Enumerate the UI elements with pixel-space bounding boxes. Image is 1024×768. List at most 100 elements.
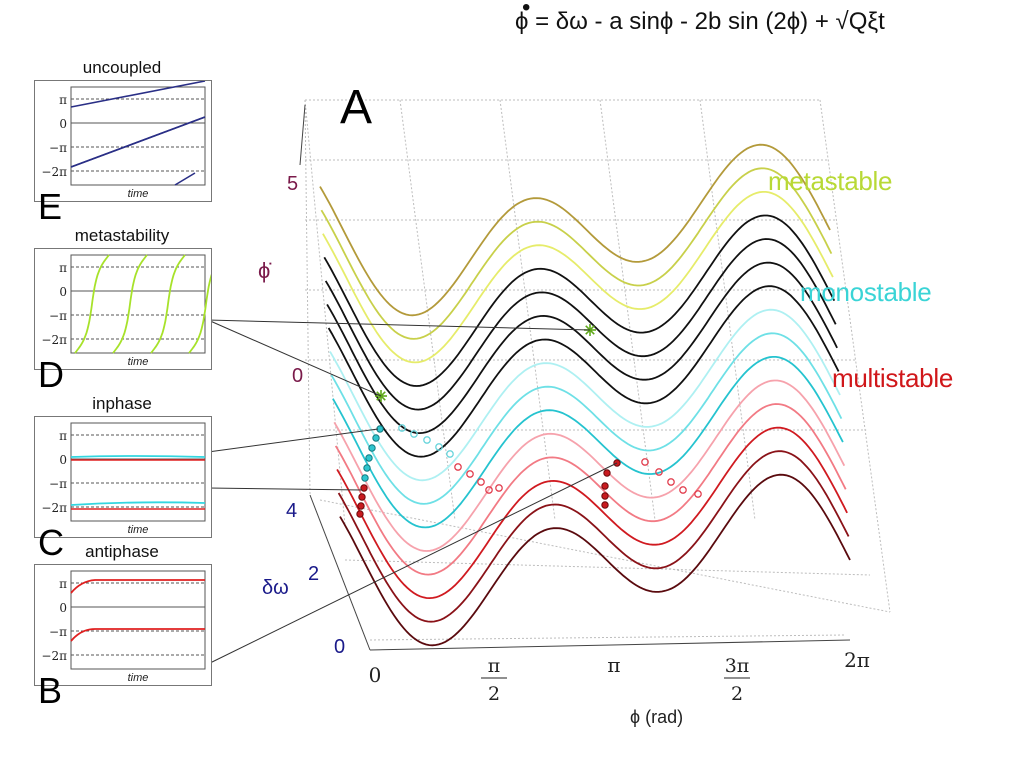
panel-xlabel: time bbox=[128, 672, 149, 684]
connector-line bbox=[207, 319, 382, 397]
panel-metastability: π 0 −π −2π time bbox=[34, 248, 224, 370]
trace bbox=[70, 501, 206, 506]
grid-line bbox=[344, 559, 871, 576]
stable-point-inphase bbox=[363, 464, 371, 472]
curve-dw-3 bbox=[334, 403, 847, 576]
grid-line bbox=[319, 499, 891, 613]
frac-num: π bbox=[488, 655, 501, 677]
plot-curves bbox=[319, 143, 851, 647]
phidot-axis bbox=[299, 104, 306, 166]
unstable-point bbox=[485, 486, 493, 494]
stable-point-multistable bbox=[357, 502, 365, 510]
connector-line bbox=[207, 487, 363, 491]
connector-line bbox=[207, 428, 379, 453]
connector-line bbox=[207, 462, 618, 665]
panel-ytick: π bbox=[59, 577, 67, 591]
label-metastable: metastable bbox=[768, 166, 893, 196]
panel-plot: π 0 −π −2π time bbox=[41, 254, 224, 368]
tick-dw-2: 2 bbox=[308, 563, 319, 585]
tick-dw-4: 4 bbox=[286, 500, 297, 522]
stable-point-antiphase bbox=[601, 492, 609, 500]
panel-connectors bbox=[207, 319, 618, 665]
curve-dw-11 bbox=[323, 214, 836, 387]
unstable-point bbox=[679, 486, 687, 494]
stable-point-inphase bbox=[368, 444, 376, 452]
panel-ytick: π bbox=[59, 261, 67, 275]
trace bbox=[112, 254, 148, 354]
plot-grid bbox=[299, 99, 891, 651]
tick-phidot-0: 0 bbox=[292, 365, 303, 387]
panel-uncoupled: π 0 −π −2π time bbox=[34, 80, 212, 202]
label-phidot: ϕ̇ bbox=[258, 258, 271, 283]
curve-dw-14 bbox=[319, 143, 831, 317]
panel-title-inphase: inphase bbox=[92, 394, 152, 413]
dot-accent: • bbox=[522, 0, 531, 21]
panel-frame bbox=[70, 570, 206, 670]
panel-letter-B: B bbox=[38, 670, 63, 711]
stable-point-multistable bbox=[358, 493, 366, 501]
panel-plot: π 0 −π −2π time bbox=[41, 422, 206, 536]
curve-dw-10 bbox=[324, 238, 837, 411]
trace bbox=[70, 116, 206, 168]
panel-ytick: −2π bbox=[41, 165, 67, 179]
panel-ytick: π bbox=[59, 429, 67, 443]
grid-line bbox=[399, 99, 456, 521]
stable-point-antiphase bbox=[603, 469, 611, 477]
tick-phi-pi: π bbox=[607, 653, 620, 677]
curve-dw-13 bbox=[320, 167, 833, 340]
panel-frame bbox=[70, 422, 206, 522]
panel-frame bbox=[70, 86, 206, 186]
trace bbox=[74, 254, 110, 354]
unstable-point bbox=[435, 443, 443, 451]
panel-plot: π 0 −π −2π time bbox=[41, 80, 206, 200]
label-dw: δω bbox=[262, 577, 289, 599]
panel-ytick: −2π bbox=[41, 333, 67, 347]
unstable-point bbox=[477, 478, 485, 486]
connector-line bbox=[207, 319, 591, 331]
grid-line bbox=[369, 634, 846, 641]
unstable-point bbox=[495, 484, 503, 492]
stable-point-multistable bbox=[360, 484, 368, 492]
stable-point-inphase bbox=[361, 474, 369, 482]
unstable-point bbox=[655, 468, 663, 476]
grid-line bbox=[599, 99, 656, 521]
unstable-point bbox=[410, 430, 418, 438]
curve-dw-6 bbox=[330, 332, 843, 505]
trace bbox=[70, 579, 205, 594]
curve-dw-7 bbox=[329, 308, 841, 482]
trace bbox=[188, 254, 224, 354]
tick-phidot-5: 5 bbox=[287, 173, 298, 195]
panel-xlabel: time bbox=[128, 524, 149, 536]
frac-den: 2 bbox=[488, 683, 500, 705]
trace bbox=[174, 172, 196, 186]
unstable-point bbox=[641, 458, 649, 466]
label-monostable: monostable bbox=[800, 277, 932, 307]
panel-ytick: −2π bbox=[41, 649, 67, 663]
unstable-point bbox=[398, 424, 406, 432]
tick-phi-pi-2: π2 bbox=[481, 655, 507, 705]
panel-title-metastability: metastability bbox=[74, 226, 170, 245]
panel-inphase: π 0 −π −2π time bbox=[34, 416, 212, 538]
panel-letter-D: D bbox=[38, 354, 64, 395]
unstable-point bbox=[423, 436, 431, 444]
grid-edge bbox=[304, 99, 311, 496]
equation: • ϕ = δω - a sinϕ - 2b sin (2ϕ) + √Qξt bbox=[515, 0, 885, 36]
curve-dw-5 bbox=[332, 356, 844, 529]
label-multistable: multistable bbox=[832, 363, 953, 393]
unstable-point bbox=[694, 490, 702, 498]
plot-markers bbox=[356, 324, 702, 518]
panel-letter-C: C bbox=[38, 522, 64, 563]
panel-ytick: −π bbox=[49, 141, 67, 155]
panel-ytick: π bbox=[59, 93, 67, 107]
frac-num: 3π bbox=[725, 655, 750, 677]
curve-dw-12 bbox=[322, 191, 834, 364]
trace bbox=[150, 254, 186, 354]
grid-edge bbox=[304, 99, 346, 526]
curve-dw-4 bbox=[333, 379, 846, 552]
curve-dw-1 bbox=[337, 450, 850, 623]
trace bbox=[70, 455, 206, 458]
panel-xlabel: time bbox=[128, 188, 149, 200]
grid-line bbox=[699, 99, 756, 521]
